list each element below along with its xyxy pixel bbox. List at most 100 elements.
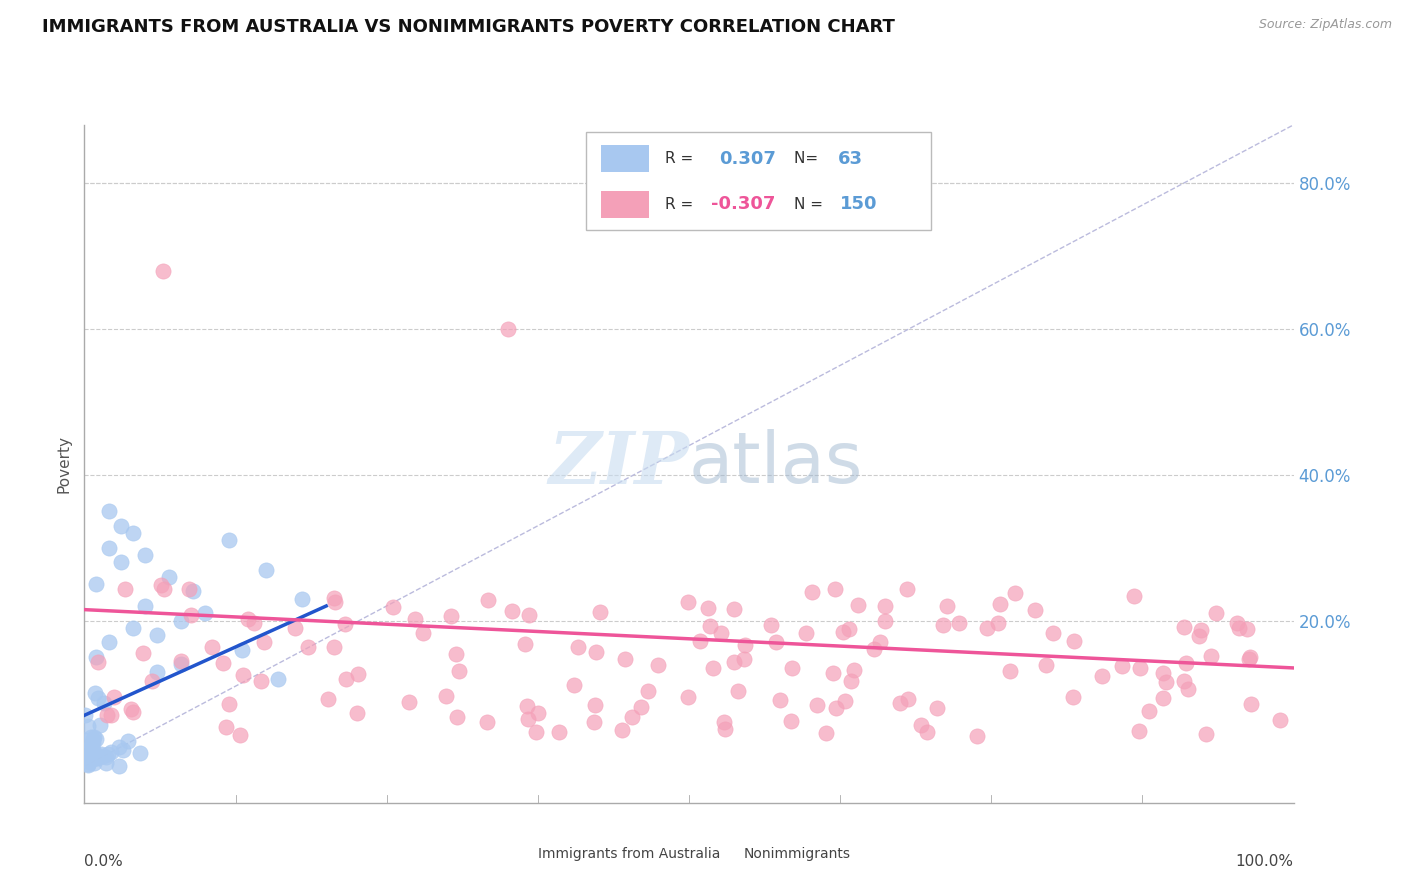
Point xyxy=(180,608,202,623)
Point xyxy=(79,747,101,762)
Point xyxy=(77,751,100,765)
Point xyxy=(398,695,420,709)
Point xyxy=(86,691,108,706)
Point xyxy=(229,728,252,742)
Point xyxy=(100,745,122,759)
Point xyxy=(412,625,434,640)
Text: Source: ZipAtlas.com: Source: ZipAtlas.com xyxy=(1258,18,1392,31)
Point xyxy=(1201,649,1223,664)
Point xyxy=(157,570,180,584)
Point xyxy=(862,641,884,656)
Point xyxy=(80,751,103,765)
Text: 0.307: 0.307 xyxy=(720,150,776,168)
Point xyxy=(527,706,550,720)
Point xyxy=(83,746,105,760)
Point xyxy=(824,701,846,715)
Point xyxy=(1111,659,1133,673)
Point xyxy=(75,754,97,768)
Point xyxy=(834,694,856,708)
Point xyxy=(1240,697,1263,711)
Point xyxy=(699,619,721,633)
Point xyxy=(84,686,107,700)
Point xyxy=(291,591,314,606)
Point xyxy=(710,626,733,640)
Point xyxy=(149,578,172,592)
Point xyxy=(170,655,193,669)
Point xyxy=(440,609,463,624)
Point xyxy=(1152,666,1174,681)
Point xyxy=(723,655,745,669)
Point xyxy=(759,618,782,632)
Point xyxy=(794,626,817,640)
Point xyxy=(91,749,114,764)
Point xyxy=(516,698,538,713)
Point xyxy=(108,739,131,754)
Point xyxy=(678,595,700,609)
Point xyxy=(585,645,607,659)
Point xyxy=(1128,723,1150,738)
Point xyxy=(1024,603,1046,617)
Text: R =: R = xyxy=(665,197,697,211)
Point xyxy=(83,730,105,744)
Point xyxy=(875,599,897,613)
Point xyxy=(1175,656,1198,670)
Text: 63: 63 xyxy=(838,150,863,168)
Text: atlas: atlas xyxy=(689,429,863,499)
Point xyxy=(1123,589,1146,603)
Point xyxy=(170,614,193,628)
Point xyxy=(1137,705,1160,719)
Point xyxy=(689,633,711,648)
Point xyxy=(1173,673,1195,688)
Point xyxy=(727,684,749,698)
Point xyxy=(723,602,745,616)
Point xyxy=(1205,606,1227,620)
Point xyxy=(925,701,948,715)
Point xyxy=(844,663,866,677)
Point xyxy=(713,722,735,736)
Point xyxy=(108,759,131,773)
Point xyxy=(121,621,143,635)
Point xyxy=(702,661,724,675)
Point xyxy=(733,652,755,666)
FancyBboxPatch shape xyxy=(702,840,735,867)
Point xyxy=(447,664,470,678)
Point xyxy=(526,725,548,739)
Point xyxy=(896,582,918,597)
Point xyxy=(1173,620,1195,634)
Point xyxy=(589,605,612,619)
Point xyxy=(122,705,145,719)
Point xyxy=(84,731,107,746)
Point xyxy=(254,562,277,576)
Point xyxy=(96,708,118,723)
Point xyxy=(1042,626,1064,640)
Point xyxy=(1004,586,1026,600)
Point xyxy=(846,598,869,612)
Point xyxy=(562,678,585,692)
Point xyxy=(170,657,193,672)
Point xyxy=(215,720,238,734)
Point xyxy=(496,322,519,336)
Point xyxy=(82,732,104,747)
Point xyxy=(80,737,103,751)
Point xyxy=(146,665,169,679)
Point xyxy=(990,597,1012,611)
Point xyxy=(83,756,105,771)
Point xyxy=(1268,713,1291,727)
Point xyxy=(77,758,100,772)
Point xyxy=(1154,674,1177,689)
Point xyxy=(814,726,837,740)
Point xyxy=(567,640,589,655)
Text: ZIP: ZIP xyxy=(548,428,689,500)
Point xyxy=(79,750,101,764)
Point xyxy=(112,743,135,757)
Point xyxy=(181,584,204,599)
FancyBboxPatch shape xyxy=(600,191,650,218)
Point xyxy=(89,718,111,732)
Point xyxy=(346,667,368,681)
Point xyxy=(212,656,235,670)
Point xyxy=(1035,658,1057,673)
Point xyxy=(335,673,357,687)
Point xyxy=(932,618,955,632)
Point xyxy=(477,714,499,729)
Point xyxy=(1062,690,1084,704)
